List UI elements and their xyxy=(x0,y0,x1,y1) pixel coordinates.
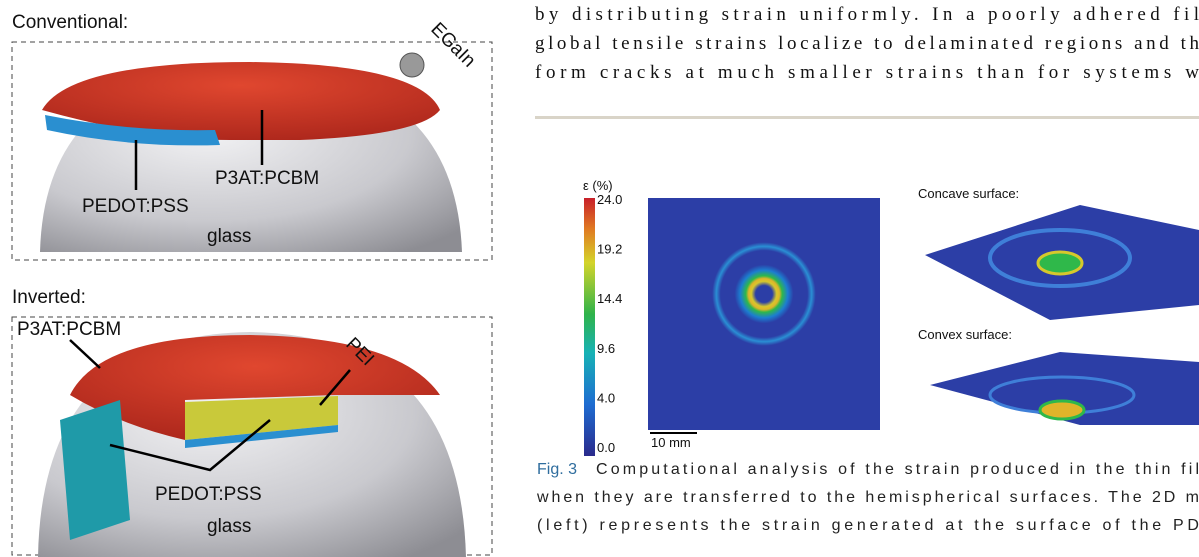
label: P3AT:PCBM xyxy=(215,168,319,189)
caption-line: Computational analysis of the strain pro… xyxy=(596,461,1199,478)
strain-ring xyxy=(694,224,834,364)
label: P3AT:PCBM xyxy=(17,319,121,340)
label: PEDOT:PSS xyxy=(155,484,262,505)
body-line: by distributing strain uniformly. In a p… xyxy=(535,4,1199,25)
caption-label: Fig. 3 xyxy=(537,461,577,478)
scale-bar-label: 10 mm xyxy=(651,435,691,450)
figure-rule xyxy=(535,116,1199,119)
caption-line: when they are transferred to the hemisph… xyxy=(536,489,1199,506)
label: EGaIn xyxy=(426,19,479,72)
colorbar-label: ε (%) xyxy=(583,178,613,193)
strain-ring xyxy=(1040,401,1084,419)
panel-label: Convex surface: xyxy=(918,327,1012,342)
label: PEDOT:PSS xyxy=(82,196,189,217)
heading: Conventional: xyxy=(12,12,128,33)
heading: Inverted: xyxy=(12,287,86,308)
electrode-strip xyxy=(60,400,130,540)
body-line: global tensile strains localize to delam… xyxy=(535,33,1199,54)
colorbar-tick-label: 19.2 xyxy=(597,242,622,257)
arrow xyxy=(70,340,100,368)
colorbar-tick-label: 4.0 xyxy=(597,390,615,405)
panel-label: Concave surface: xyxy=(918,186,1019,201)
colorbar-tick-label: 24.0 xyxy=(597,192,622,207)
label: glass xyxy=(207,516,251,537)
colorbar-tick-label: 9.6 xyxy=(597,341,615,356)
colorbar-tick-label: 0.0 xyxy=(597,440,615,455)
colorbar-tick-label: 14.4 xyxy=(597,291,622,306)
label: glass xyxy=(207,226,251,247)
strain-ring xyxy=(1038,252,1082,274)
page: Conventional: EGaIn P3AT:PCBM PEDOT:PSS … xyxy=(0,0,1199,557)
droplet xyxy=(400,53,424,77)
body-line: form cracks at much smaller strains than… xyxy=(535,62,1199,83)
caption-line: (left) represents the strain generated a… xyxy=(537,517,1199,534)
colorbar xyxy=(584,198,595,456)
